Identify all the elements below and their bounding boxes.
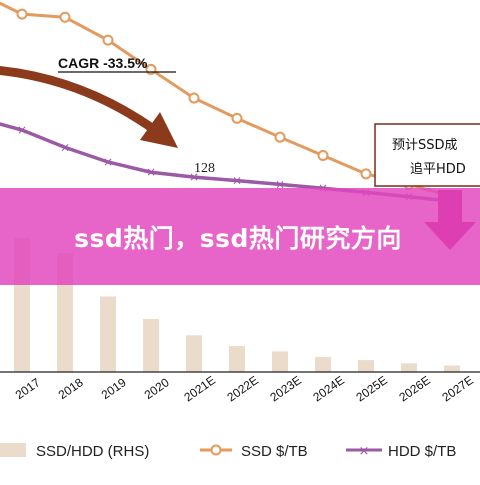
bar-2026E: [401, 363, 417, 372]
bar-2023E: [272, 351, 288, 372]
trend-arrow-shaft: [0, 66, 157, 133]
legend: SSD/HDD (RHS) SSD $/TB × HDD $/TB: [0, 443, 456, 460]
bar-2021E: [186, 335, 202, 372]
x-tick-2024E: 2024E: [310, 373, 346, 404]
x-tick-2027E: 2027E: [439, 373, 475, 404]
x-tick-2019: 2019: [99, 375, 129, 402]
x-tick-2018: 2018: [56, 375, 86, 402]
ssd-point-2022E: [231, 112, 243, 124]
legend-label-hdd: HDD $/TB: [388, 443, 456, 460]
hdd-point-2023E: ×: [275, 177, 285, 191]
legend-hdd-marker-icon: ×: [359, 444, 370, 459]
prediction-line-2: 追平HDD: [410, 161, 466, 177]
ssd-line: [0, 1, 453, 199]
legend-label-ratio: SSD/HDD (RHS): [36, 443, 149, 460]
bar-2024E: [315, 356, 331, 372]
cagr-label: CAGR -33.5%: [58, 55, 148, 71]
ssd-point-2023E: [274, 131, 286, 143]
value-callout: 128: [194, 161, 215, 176]
ssd-point-2025E: [360, 168, 372, 180]
bar-2022E: [229, 346, 245, 372]
title-banner: ssd热门，ssd热门研究方向: [0, 188, 480, 285]
hdd-point-2021E: ×: [189, 170, 199, 184]
banner-title: ssd热门，ssd热门研究方向: [74, 223, 402, 253]
hdd-point-2017: ×: [17, 123, 27, 137]
ssd-point-2021E: [188, 92, 200, 104]
legend-bar-swatch: [0, 443, 26, 457]
ssd-point-2019: [102, 34, 114, 46]
hdd-point-2020: ×: [146, 165, 156, 179]
x-tick-2026E: 2026E: [396, 373, 432, 404]
bar-2027E: [444, 365, 460, 372]
bar-2025E: [358, 360, 374, 372]
ssd-point-2024E: [317, 150, 329, 162]
x-tick-2023E: 2023E: [267, 373, 303, 404]
x-tick-2021E: 2021E: [181, 373, 217, 404]
bar-2020: [143, 319, 159, 372]
legend-ssd-marker-icon: [210, 444, 222, 456]
ssd-point-2017: [16, 8, 28, 20]
prediction-line-1: 预计SSD成: [392, 138, 458, 153]
x-tick-2020: 2020: [142, 375, 172, 402]
x-tick-2022E: 2022E: [224, 373, 260, 404]
prediction-box: [374, 123, 480, 187]
bar-2019: [100, 296, 116, 372]
hdd-point-2019: ×: [103, 155, 113, 169]
trend-arrow-head-icon: [140, 112, 178, 148]
x-tick-2025E: 2025E: [353, 373, 389, 404]
legend-label-ssd: SSD $/TB: [241, 443, 308, 460]
x-tick-2017: 2017: [13, 375, 43, 402]
hdd-point-2022E: ×: [232, 174, 242, 188]
hdd-point-2018: ×: [60, 140, 70, 154]
x-tick-labels: 201620172018201920202021E2022E2023E2024E…: [13, 373, 476, 404]
ssd-point-2018: [59, 11, 71, 23]
